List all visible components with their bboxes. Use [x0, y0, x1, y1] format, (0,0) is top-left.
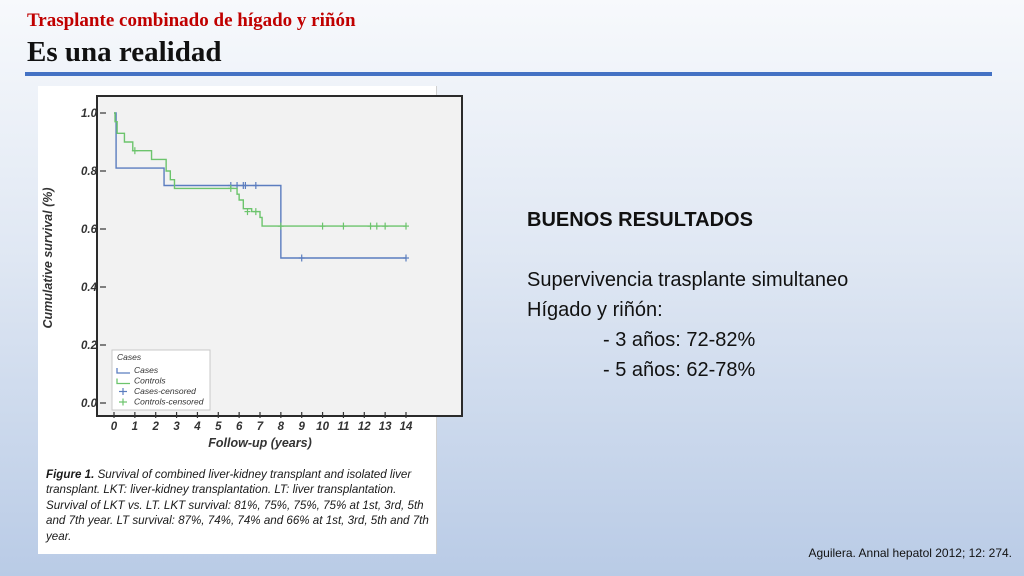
x-tick-label: 3 [173, 421, 180, 433]
legend-swatch [116, 378, 130, 385]
x-tick-label: 4 [193, 421, 201, 433]
legend-label: Controls [134, 376, 166, 386]
y-tick-label: 0.6 [81, 224, 98, 236]
y-tick-label: 0.2 [81, 340, 98, 352]
x-tick-label: 8 [278, 421, 285, 433]
legend-swatch [116, 368, 130, 374]
survival-chart: 0.00.20.40.60.81.00 1 2 3 4 5 6 7 8 9 10 11 12 13 14Fo… [41, 108, 413, 450]
bullet-3-years: - 3 años: 72-82% [603, 329, 756, 351]
y-tick-label: 0.4 [81, 282, 98, 294]
x-tick-label: 9 [299, 421, 306, 433]
x-tick-label: 7 [257, 421, 264, 433]
x-tick-label: 11 [337, 421, 349, 433]
x-tick-label: 14 [400, 421, 413, 433]
x-tick-label: 13 [379, 421, 392, 433]
results-heading: BUENOS RESULTADOS [527, 209, 753, 231]
legend-label: Controls-censored [134, 397, 204, 407]
x-tick-label: 1 [132, 421, 138, 433]
legend-title: Cases [117, 352, 142, 362]
bullet-5-years: - 5 años: 62-78% [603, 359, 756, 381]
legend-box [111, 349, 211, 411]
y-axis-label: Cumulative survival (%) [41, 187, 55, 328]
x-tick-label: 6 [236, 421, 243, 433]
legend-label: Cases-censored [134, 386, 196, 396]
x-tick-label: 5 [215, 421, 222, 433]
slide-title: Es una realidad [27, 36, 222, 68]
survival-figure: 0.0 0.2 0.4 0.6 0.8 1.0 0 1 2 3 4 5 6 7 8 9 10 11 12 13 14 Fo… [38, 86, 463, 554]
y-tick-label: 0.0 [81, 398, 98, 410]
caption-label: Figure 1. [46, 468, 95, 481]
x-tick-label: 0 [111, 421, 118, 433]
cases-survival-line [114, 112, 406, 259]
slide-subtitle: Trasplante combinado de hígado y riñón [27, 10, 356, 31]
organ-line: Hígado y riñón: [527, 299, 663, 321]
x-tick-label: 12 [358, 421, 371, 433]
figure-caption: Figure 1. Survival of combined liver-kid… [46, 467, 432, 544]
legend-label: Cases [134, 365, 159, 375]
x-tick-label: 10 [316, 421, 329, 433]
x-tick-label: 2 [152, 421, 160, 433]
results-text: BUENOS RESULTADOS Supervivencia trasplan… [527, 205, 987, 385]
citation: Aguilera. Annal hepatol 2012; 12: 274. [808, 546, 1013, 560]
y-tick-label: 1.0 [81, 108, 98, 120]
title-underline [25, 72, 992, 76]
caption-text: Survival of combined liver-kidney transp… [46, 468, 429, 543]
x-axis-label: Follow-up (years) [208, 436, 311, 450]
y-tick-label: 0.8 [81, 166, 98, 178]
controls-survival-line [114, 112, 406, 227]
survival-line: Supervivencia trasplante simultaneo [527, 269, 849, 291]
